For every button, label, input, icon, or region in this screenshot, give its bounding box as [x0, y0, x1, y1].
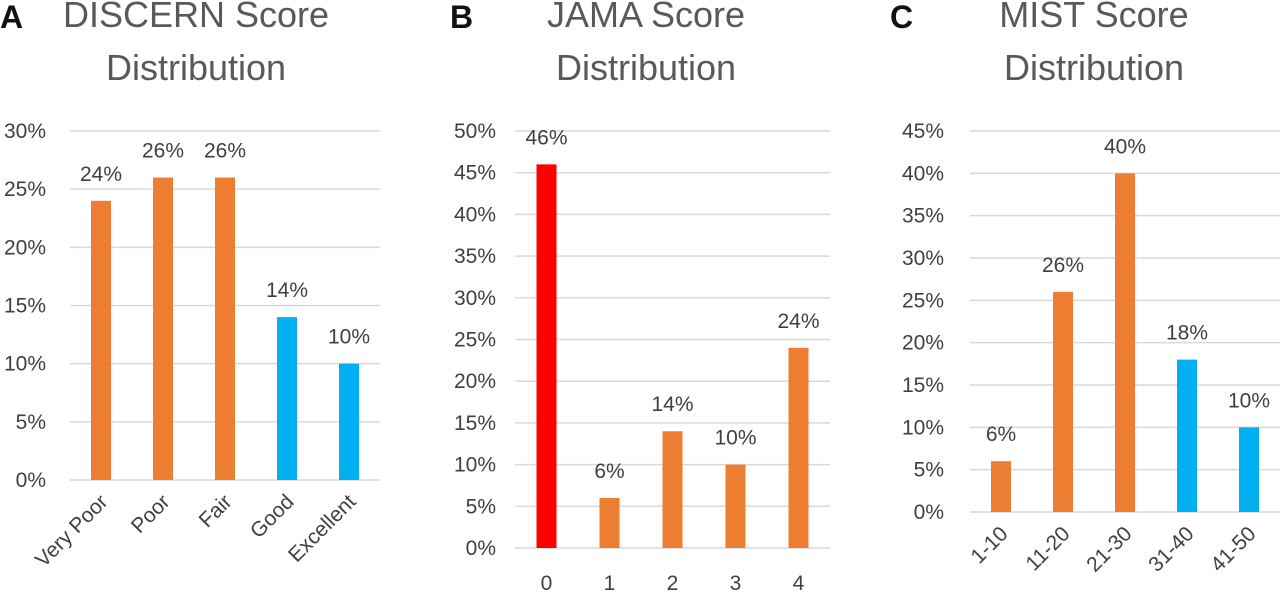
- bar-very-poor: [91, 200, 111, 481]
- x-category-label: 31-40: [1144, 522, 1198, 576]
- x-category-label: Excellent: [284, 490, 361, 567]
- y-tick-label: 20%: [902, 332, 944, 355]
- y-tick-label: 45%: [902, 120, 944, 143]
- x-category-label: Very Poor: [31, 490, 112, 571]
- chart-panel-c: C MIST Score Distribution 0% 5% 10% 15% 20% 25% 3…: [890, 0, 1280, 577]
- y-tick-label: 45%: [454, 162, 496, 185]
- x-category-label: 1: [604, 572, 616, 594]
- y-tick-label: 0%: [914, 501, 944, 524]
- y-tick-label: 15%: [4, 295, 46, 318]
- y-tick-label: 5%: [914, 459, 944, 482]
- data-label: 6%: [594, 460, 624, 483]
- y-tick-label: 25%: [4, 178, 46, 201]
- chart-title-line: DISCERN Score: [63, 0, 329, 35]
- x-category-label: Good: [246, 490, 299, 543]
- y-tick-label: 5%: [16, 411, 46, 434]
- data-label: 14%: [651, 393, 693, 416]
- x-category-label: Poor: [127, 490, 175, 538]
- panel-letter: B: [450, 0, 473, 35]
- x-category-label: 11-20: [1021, 522, 1074, 575]
- y-tick-label: 30%: [454, 287, 496, 310]
- bar-1: [599, 497, 620, 548]
- y-tick-label: 0%: [16, 469, 46, 492]
- y-tick-label: 5%: [466, 495, 496, 518]
- data-label: 26%: [142, 140, 184, 163]
- chart-title-line: Distribution: [1004, 47, 1184, 88]
- y-tick-label: 20%: [454, 370, 496, 393]
- y-tick-label: 0%: [466, 537, 496, 560]
- data-label: 10%: [328, 326, 370, 349]
- x-category-label: 4: [793, 572, 805, 594]
- bar-31-40: [1177, 359, 1197, 512]
- y-tick-label: 40%: [902, 162, 944, 185]
- x-category-label: 0: [541, 572, 553, 594]
- chart-title-line: Distribution: [106, 47, 286, 88]
- y-tick-label: 20%: [4, 236, 46, 259]
- x-category-label: 21-30: [1082, 522, 1136, 576]
- y-tick-label: 25%: [902, 289, 944, 312]
- y-tick-label: 15%: [902, 374, 944, 397]
- panel-letter: C: [890, 0, 913, 35]
- data-label: 10%: [1228, 389, 1270, 412]
- panel-letter: A: [0, 0, 23, 35]
- chart-title-line: MIST Score: [999, 0, 1188, 35]
- bar-41-50: [1239, 427, 1259, 512]
- data-label: 24%: [777, 310, 819, 333]
- x-category-label: 2: [667, 572, 679, 594]
- y-tick-label: 15%: [454, 412, 496, 435]
- y-tick-label: 30%: [902, 247, 944, 270]
- chart-panel-a: A DISCERN Score Distribution 0% 5% 10% 15% 20% 2…: [0, 0, 380, 572]
- y-tick-label: 35%: [902, 205, 944, 228]
- bar-21-30: [1115, 173, 1135, 513]
- y-tick-label: 10%: [902, 416, 944, 439]
- y-tick-label: 10%: [454, 454, 496, 477]
- x-category-label: Fair: [195, 490, 237, 532]
- x-category-label: 41-50: [1206, 522, 1260, 576]
- data-label: 14%: [266, 279, 308, 302]
- y-tick-label: 40%: [454, 203, 496, 226]
- bar-fair: [215, 177, 235, 481]
- bar-11-20: [1053, 291, 1073, 512]
- bar-poor: [153, 177, 173, 481]
- bar-1-10: [991, 461, 1011, 512]
- data-label: 10%: [714, 427, 756, 450]
- bar-4: [788, 347, 809, 548]
- y-tick-label: 30%: [4, 120, 46, 143]
- y-tick-label: 10%: [4, 353, 46, 376]
- data-label: 26%: [1042, 254, 1084, 277]
- data-label: 40%: [1104, 135, 1146, 158]
- chart-title-line: JAMA Score: [547, 0, 745, 35]
- y-tick-label: 50%: [454, 120, 496, 143]
- bar-2: [662, 431, 683, 548]
- data-label: 46%: [525, 126, 567, 149]
- y-tick-label: 25%: [454, 329, 496, 352]
- data-label: 18%: [1166, 322, 1208, 345]
- data-label: 6%: [986, 423, 1016, 446]
- chart-title-line: Distribution: [556, 47, 736, 88]
- data-label: 24%: [80, 163, 122, 186]
- x-category-label: 3: [730, 572, 742, 594]
- bar-excellent: [339, 363, 359, 480]
- y-tick-label: 35%: [454, 245, 496, 268]
- bar-0: [536, 164, 557, 549]
- x-category-label: 1-10: [967, 522, 1013, 568]
- bar-good: [277, 317, 297, 480]
- chart-panel-b: B JAMA Score Distribution 0% 5% 10% 15% 20% 25% 3…: [450, 0, 830, 594]
- data-label: 26%: [204, 140, 246, 163]
- bar-3: [725, 464, 746, 548]
